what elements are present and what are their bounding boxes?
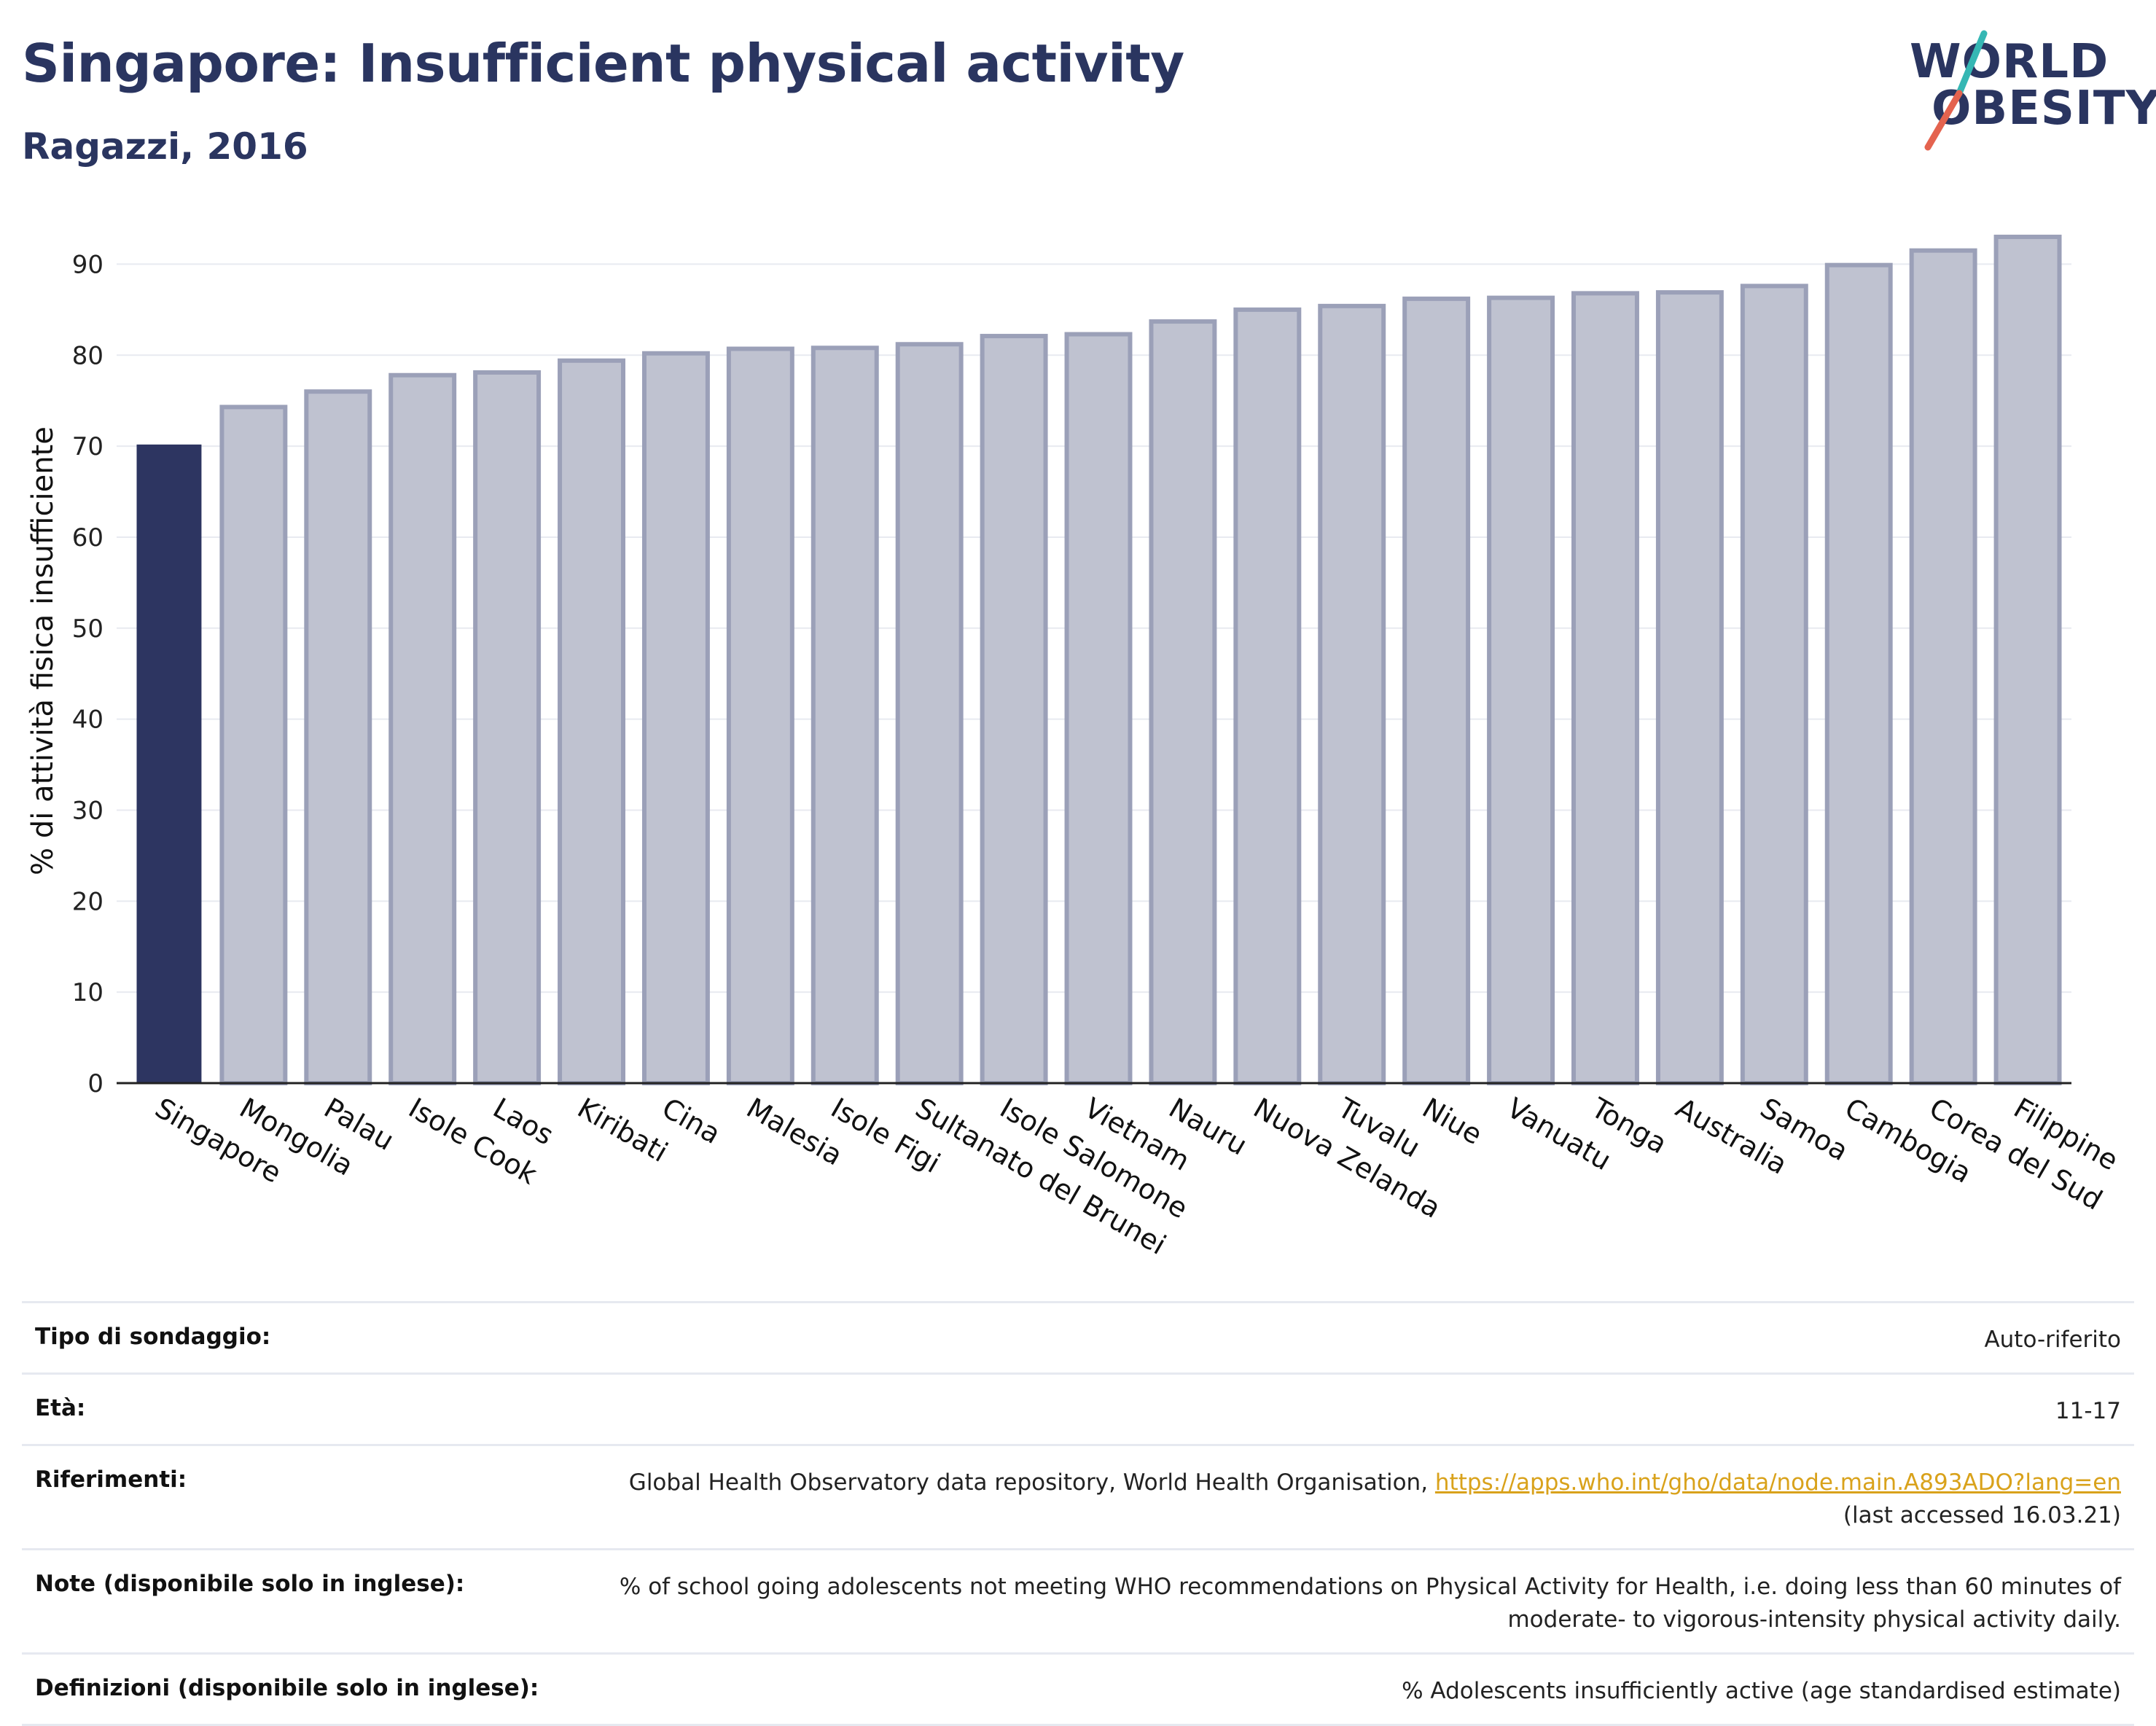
bar-sultanato-del-brunei [895, 342, 964, 1085]
y-tick-label: 30 [72, 796, 103, 825]
bar-nuova-zelanda [1233, 307, 1302, 1085]
bar-isole-cook [388, 372, 457, 1085]
bar-chart: 0 10 20 30 40 50 60 70 80 90 % di attività fisica … [26, 234, 2124, 1261]
y-tick-label: 60 [72, 523, 103, 552]
world-obesity-logo: WORLD OBESITY [1895, 22, 2156, 153]
info-row-notes: Note (disponibile solo in inglese): % of… [22, 1547, 2134, 1652]
info-row-survey-type: Tipo di sondaggio: Auto-riferito [22, 1301, 2134, 1372]
info-key: Tipo di sondaggio: [35, 1324, 271, 1350]
bar-isole-salomone [980, 334, 1048, 1086]
y-tick-label: 70 [72, 432, 103, 461]
info-key: Note (disponibile solo in inglese): [35, 1570, 465, 1597]
info-key: Definizioni (disponibile solo in inglese… [35, 1674, 539, 1701]
bar-filippine [1993, 234, 2062, 1086]
info-value: Global Health Observatory data repositor… [629, 1467, 2121, 1532]
info-key: Riferimenti: [35, 1466, 187, 1493]
bar-vanuatu [1487, 295, 1555, 1085]
bar-tuvalu [1318, 303, 1386, 1086]
reference-link[interactable]: https://apps.who.int/gho/data/node.main.… [1434, 1469, 2121, 1496]
y-tick-label: 20 [72, 887, 103, 916]
y-tick-label: 0 [87, 1069, 103, 1098]
bar-nauru [1149, 319, 1217, 1086]
logo-slash-icon [1924, 30, 1988, 151]
bar-malesia [726, 346, 794, 1085]
x-tick-label: Niue [1417, 1092, 1488, 1151]
x-tick-label: Kiribati [572, 1092, 673, 1168]
y-tick-label: 80 [72, 341, 103, 370]
logo-text-world: WORLD [1910, 35, 2109, 89]
bar-palau [304, 389, 372, 1085]
bar-niue [1402, 296, 1471, 1085]
bar-australia [1655, 290, 1724, 1086]
info-row-age: Età: 11-17 [22, 1372, 2134, 1444]
y-tick-label: 40 [72, 706, 103, 735]
x-tick-label: Malesia [741, 1092, 848, 1172]
notes-line-2: moderate- to vigorous-intensity physical… [1507, 1606, 2121, 1633]
bar-cina [641, 351, 710, 1086]
info-key: Età: [35, 1394, 86, 1421]
info-value: % Adolescents insufficiently active (age… [1402, 1677, 2121, 1704]
bar-mongolia [219, 405, 288, 1085]
bar-corea-del-sud [1909, 248, 1977, 1086]
info-value: 11-17 [2055, 1397, 2121, 1424]
bar-vietnam [1064, 332, 1133, 1086]
chart-title: Singapore: Insufficient physical activit… [22, 33, 1184, 94]
y-axis-label: % di attività fisica insufficiente [26, 426, 60, 875]
reference-text: Global Health Observatory data repositor… [628, 1469, 1435, 1496]
info-value: % of school going adolescents not meetin… [620, 1571, 2121, 1636]
info-row-references: Riferimenti: Global Health Observatory d… [22, 1443, 2134, 1548]
bar-kiribati [558, 358, 625, 1086]
bar-isole-figi [811, 345, 879, 1085]
y-tick-label: 90 [72, 250, 103, 279]
logo-text-obesity: OBESITY [1932, 82, 2156, 136]
info-value: Auto-riferito [1984, 1327, 2121, 1353]
info-row-definitions: Definizioni (disponibile solo in inglese… [22, 1652, 2134, 1726]
bar-tonga [1571, 291, 1639, 1086]
chart-subtitle: Ragazzi, 2016 [22, 125, 308, 168]
reference-accessed: (last accessed 16.03.21) [1843, 1502, 2121, 1528]
y-tick-label: 10 [72, 978, 103, 1007]
notes-line-1: % of school going adolescents not meetin… [619, 1573, 2121, 1600]
bar-singapore [136, 444, 202, 1084]
y-tick-label: 50 [72, 614, 103, 644]
info-table: Tipo di sondaggio: Auto-riferito Età: 11… [22, 1301, 2134, 1726]
bar-samoa [1740, 284, 1808, 1085]
bar-laos [473, 370, 542, 1085]
bar-cambogia [1824, 262, 1893, 1086]
